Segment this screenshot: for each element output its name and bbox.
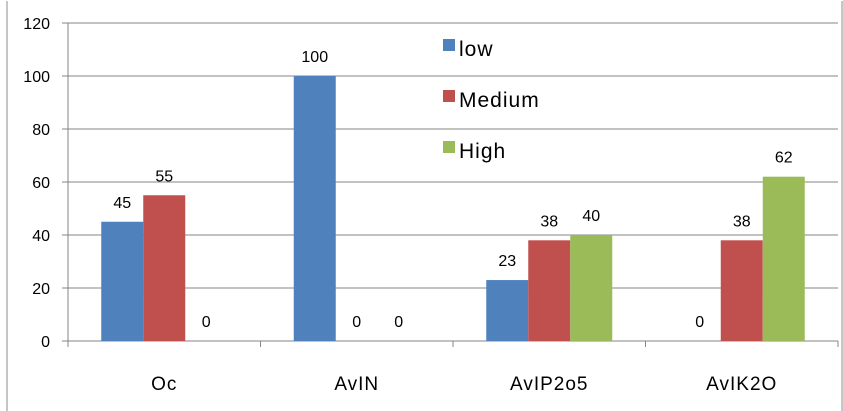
data-label: 38 (540, 213, 558, 230)
data-label: 40 (582, 208, 600, 225)
bar-low (294, 76, 336, 341)
data-label: 0 (352, 314, 361, 331)
legend-label-high: High (459, 140, 506, 163)
bar-low (101, 222, 143, 341)
data-label: 55 (155, 168, 173, 185)
x-tick-label: AvIK2O (706, 374, 777, 395)
data-label: 45 (113, 195, 131, 212)
y-tick-label: 40 (32, 228, 50, 245)
y-tick-label: 20 (32, 281, 50, 298)
bar-high (570, 235, 612, 341)
legend-label-low: low (459, 38, 494, 61)
y-tick-label: 60 (32, 175, 50, 192)
bar-medium (528, 240, 570, 341)
x-tick-label: AvIP2o5 (510, 374, 588, 395)
legend-swatch-high (443, 141, 455, 153)
legend-swatch-medium (443, 90, 455, 102)
data-label: 0 (394, 314, 403, 331)
bar-medium (721, 240, 763, 341)
y-tick-label: 80 (32, 122, 50, 139)
x-tick-label: Oc (151, 374, 177, 395)
data-label: 0 (695, 314, 704, 331)
data-label: 100 (301, 49, 328, 66)
data-label: 38 (733, 213, 751, 230)
data-label: 62 (775, 150, 793, 167)
y-tick-label: 120 (23, 16, 50, 33)
legend-swatch-low (443, 39, 455, 51)
y-tick-label: 0 (41, 334, 50, 351)
data-label: 0 (202, 314, 211, 331)
y-tick-label: 100 (23, 69, 50, 86)
data-label: 23 (498, 253, 516, 270)
bar-low (486, 280, 528, 341)
bar-high (763, 177, 805, 341)
legend-label-medium: Medium (459, 89, 540, 112)
x-tick-label: AvIN (334, 374, 379, 395)
bar-medium (143, 195, 185, 341)
